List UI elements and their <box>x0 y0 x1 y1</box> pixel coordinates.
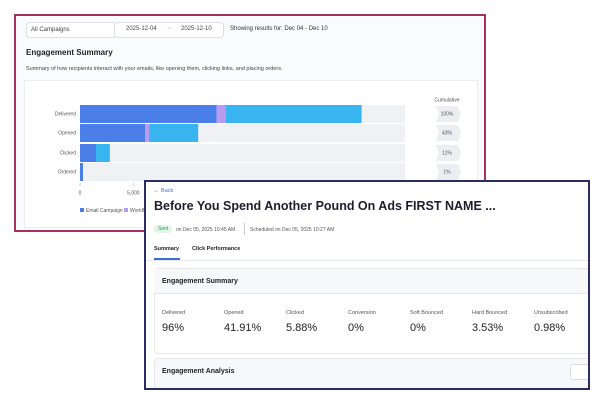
metric-value: 5.88% <box>286 322 318 334</box>
card-title: Engagement Summary <box>162 278 238 285</box>
tab[interactable]: Click Performance <box>192 246 241 252</box>
metric-value: 0% <box>410 322 426 334</box>
bar-segment <box>149 124 199 142</box>
tab-border <box>146 260 588 261</box>
date-to[interactable]: 2025-12-10 <box>181 26 212 32</box>
bar-track <box>80 144 405 162</box>
category-label: Opened <box>58 130 76 136</box>
legend-swatch <box>124 208 128 212</box>
divider <box>244 223 245 235</box>
cumulative-label: 100% <box>441 111 454 117</box>
metric-label: Hard Bounced <box>472 310 508 316</box>
sent-date: on Dec 05, 2025 10:45 AM <box>176 227 236 233</box>
report-title: Before You Spend Another Pound On Ads FI… <box>154 199 496 213</box>
section-title: Engagement Summary <box>26 48 113 57</box>
x-tick-label: 5,000 <box>127 190 140 196</box>
category-label: Clicked <box>60 150 77 156</box>
metric-value: 3.53% <box>472 322 504 334</box>
metric-label: Clicked <box>286 310 305 316</box>
analysis-title: Engagement Analysis <box>162 368 235 375</box>
legend-label: Email Campaign <box>86 208 123 214</box>
card-header <box>154 269 588 294</box>
cumulative-badge <box>436 106 461 122</box>
bar-segment <box>80 163 83 181</box>
bar-track <box>80 163 405 181</box>
bar-segment <box>225 105 362 123</box>
bar-segment <box>145 124 150 142</box>
date-from[interactable]: 2025-12-04 <box>126 26 157 32</box>
analysis-card <box>154 358 588 388</box>
metric-label: Delivered <box>162 310 186 316</box>
analysis-control[interactable] <box>570 364 588 380</box>
category-label: Delivered <box>55 111 76 117</box>
tab[interactable]: Summary <box>154 246 180 252</box>
scheduled-date: Scheduled on Dec 05, 2025 10:27 AM <box>250 227 335 233</box>
date-range[interactable] <box>114 22 224 38</box>
legend-swatch <box>80 208 84 212</box>
report-panel: ← Back Before You Spend Another Pound On… <box>144 180 590 390</box>
metric-value: 96% <box>162 322 185 334</box>
metric-label: Opened <box>224 310 244 316</box>
section-description: Summary of how recipients interact with … <box>26 66 283 72</box>
bar-segment <box>216 105 226 123</box>
cumulative-badge <box>436 145 461 161</box>
status-badge: Sent <box>154 225 173 233</box>
metric-value: 0.98% <box>534 322 566 334</box>
x-tick-label: 0 <box>79 190 82 196</box>
legend-label: Workflow <box>130 208 151 214</box>
date-arrow: → <box>166 25 172 31</box>
cumulative-badge <box>436 164 461 180</box>
metric-value: 41.91% <box>224 322 262 334</box>
back-link[interactable]: ← Back <box>154 188 174 194</box>
metric-label: Soft Bounced <box>410 310 444 316</box>
showing-text: Showing results for: Dec 04 - Dec 10 <box>230 26 328 32</box>
bar-segment <box>80 144 96 162</box>
metric-value: 0% <box>348 322 364 334</box>
bar-segment <box>80 124 146 142</box>
cumulative-title: Cumulative <box>434 97 459 103</box>
metric-label: Conversion <box>348 310 376 316</box>
bar-segment <box>80 105 217 123</box>
metric-label: Unsubscribed <box>534 310 568 316</box>
tab-indicator <box>154 258 180 260</box>
category-label: Ordered <box>58 169 77 175</box>
cumulative-label: 1% <box>443 169 451 175</box>
bar-segment <box>96 144 110 162</box>
cumulative-label: 11% <box>442 150 452 156</box>
cumulative-badge <box>436 125 461 141</box>
cumulative-label: 43% <box>442 130 453 136</box>
